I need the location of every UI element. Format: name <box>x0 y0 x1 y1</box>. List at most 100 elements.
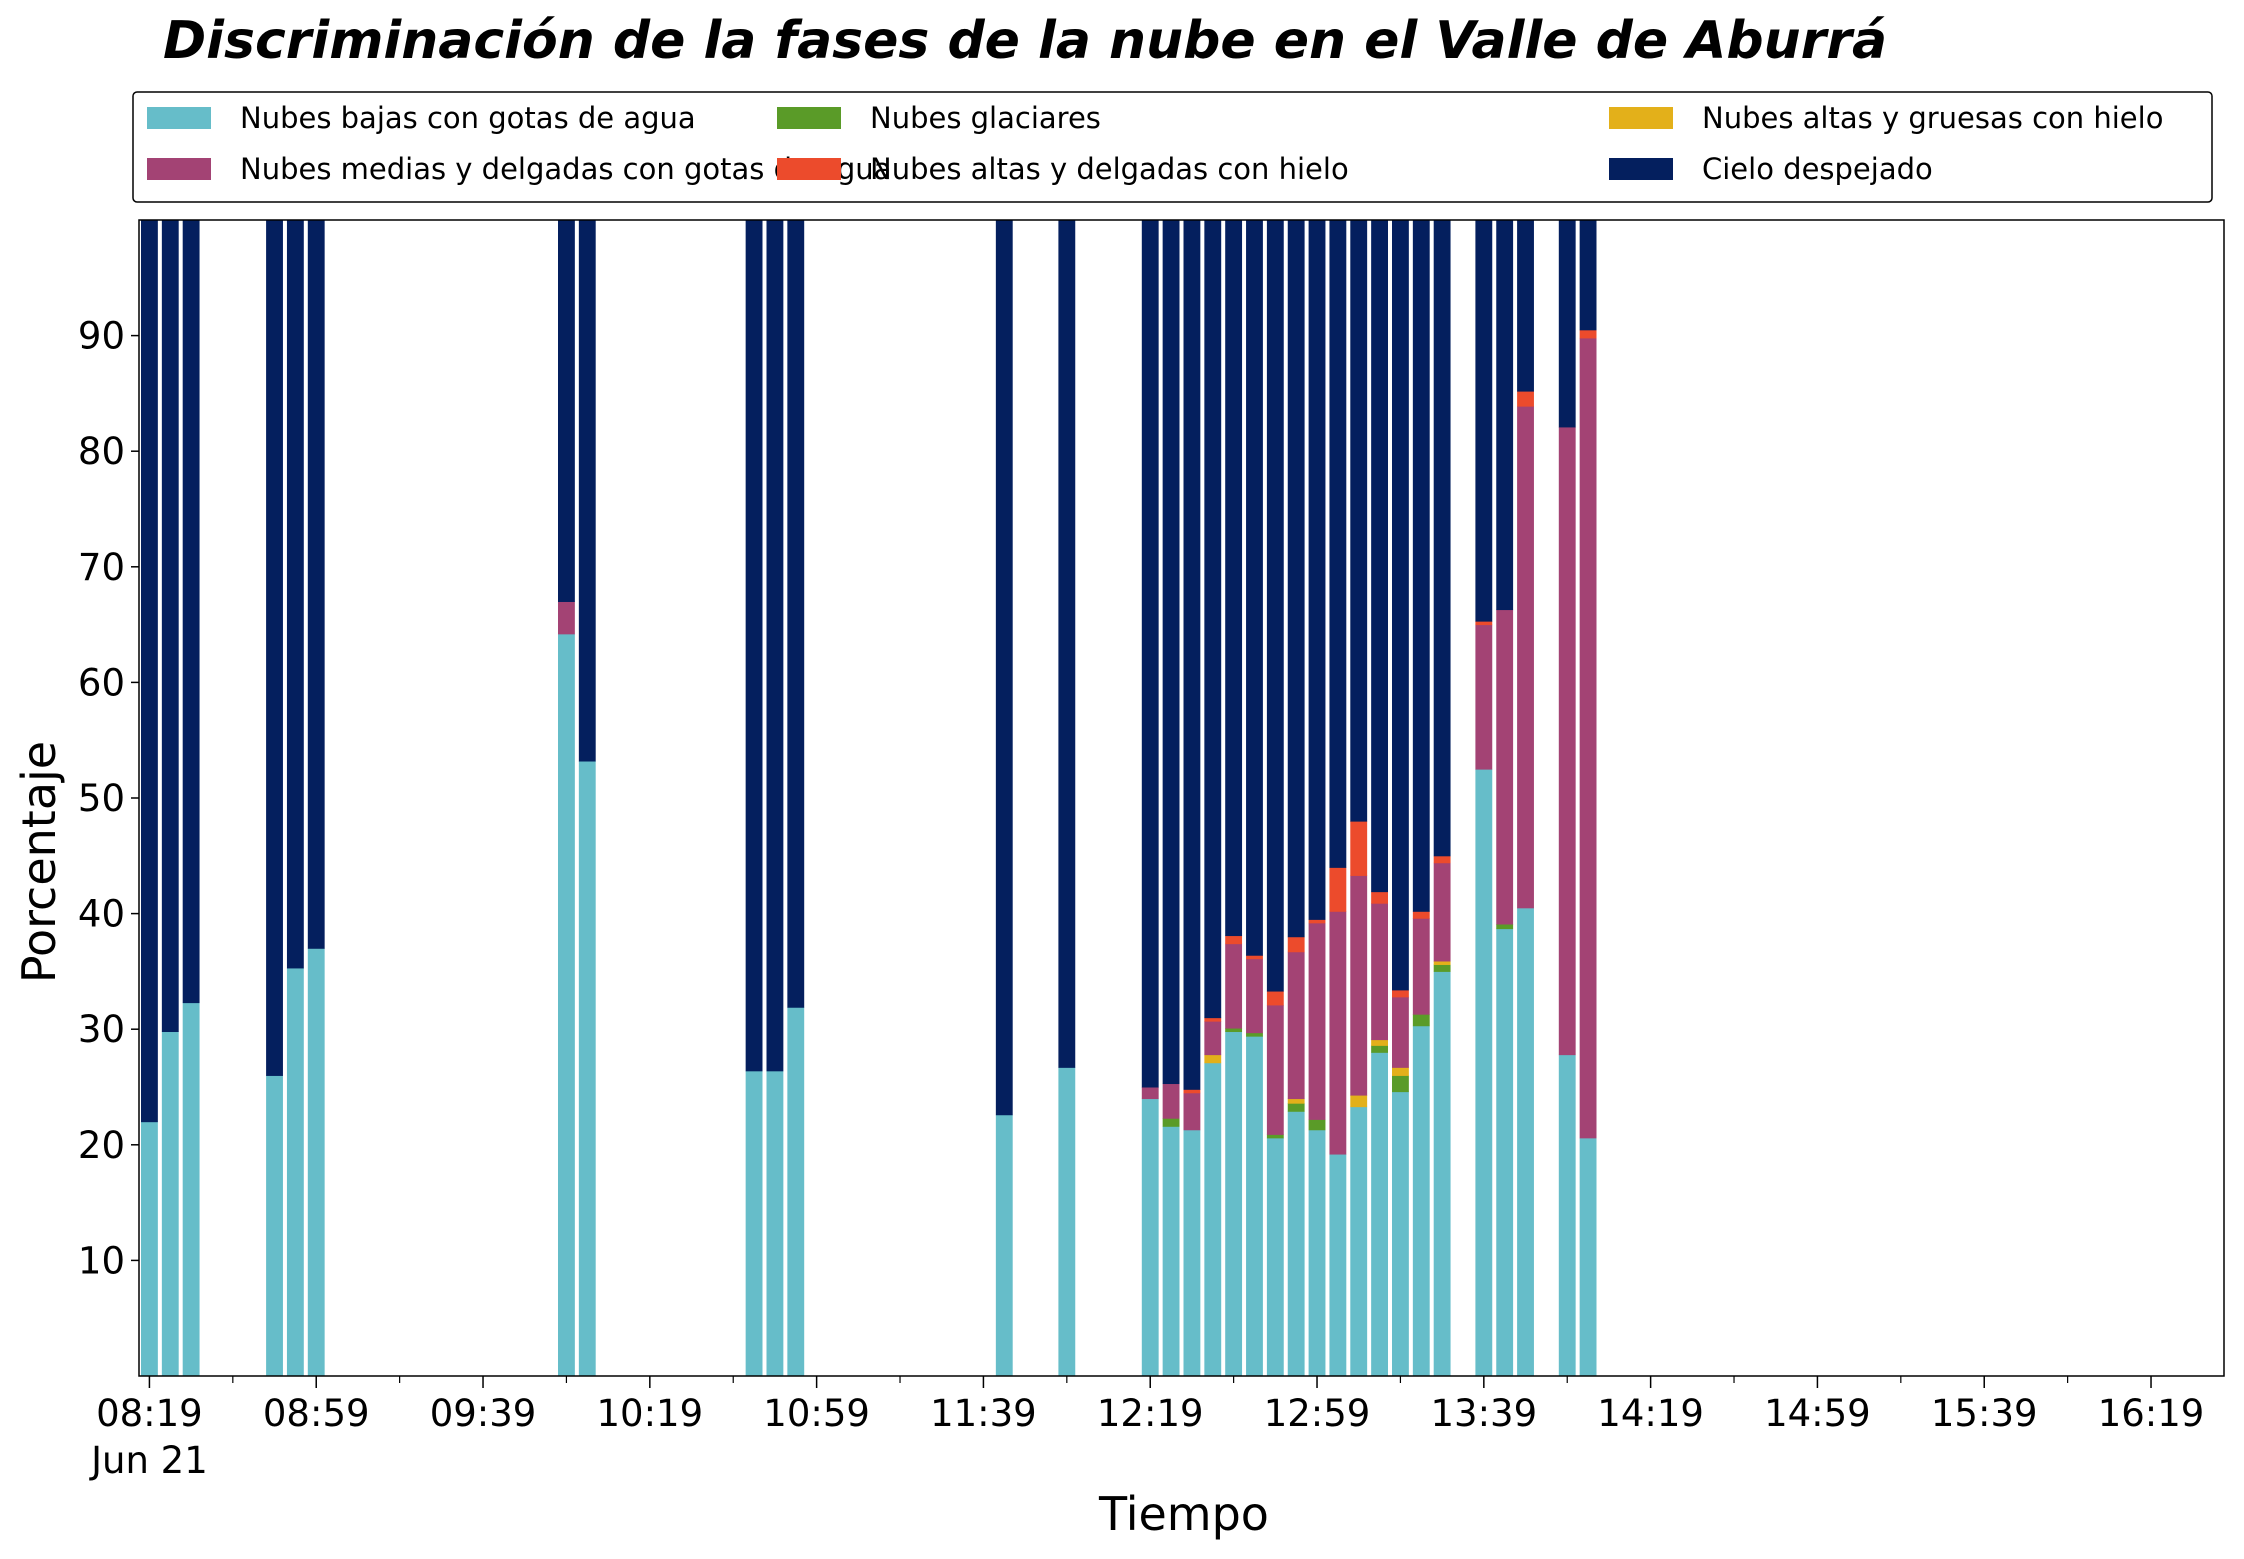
bar-segment <box>1517 391 1534 407</box>
bar-segment <box>307 948 325 1377</box>
bar-segment <box>1266 220 1284 992</box>
y-tick-label: 50 <box>78 777 125 820</box>
legend-frame <box>132 91 2213 203</box>
bar-segment <box>1350 875 1368 1096</box>
bar-segment <box>1371 1039 1388 1046</box>
bar-segment <box>1496 928 1514 1377</box>
bar-segment <box>1225 943 1243 1029</box>
bar-segment <box>1433 964 1451 972</box>
bar-segment <box>1350 1106 1368 1377</box>
bar-segment <box>1558 220 1576 428</box>
bar-segment <box>558 601 575 635</box>
legend-label: Nubes glaciares <box>870 101 1101 135</box>
bar-segment <box>1412 911 1430 919</box>
bar-segment <box>1308 922 1326 1120</box>
bar-segment <box>1058 1067 1076 1377</box>
bar-segment <box>766 220 784 1072</box>
legend-label: Nubes altas y gruesas con hielo <box>1702 101 2163 135</box>
y-tick-label: 10 <box>78 1239 125 1282</box>
bar-segment <box>1517 907 1534 1377</box>
bar-segment <box>1392 1075 1409 1093</box>
bar-segment <box>1225 1031 1243 1377</box>
bar-segment <box>558 633 575 1377</box>
bar-segment <box>1246 1036 1263 1377</box>
bar-segment <box>578 220 596 762</box>
x-tick-label: 10:59 <box>763 1392 870 1435</box>
bar-segment <box>1475 220 1493 622</box>
bar-segment <box>141 1121 158 1377</box>
bar-segment <box>1392 996 1409 1068</box>
bar-segment <box>1496 609 1514 925</box>
x-tick-label: 13:39 <box>1431 1392 1538 1435</box>
bar-segment <box>161 220 179 1033</box>
x-tick-label: 14:59 <box>1764 1392 1871 1435</box>
x-tick-label: 15:39 <box>1931 1392 2038 1435</box>
bar-segment <box>1433 961 1451 965</box>
bar-segment <box>1371 220 1388 893</box>
bar-segment <box>995 220 1013 1116</box>
x-tick-label: 08:59 <box>263 1392 370 1435</box>
bar-segment <box>1329 867 1347 912</box>
bar-segment <box>307 220 325 949</box>
bar-segment <box>1266 1137 1284 1377</box>
bar-segment <box>1579 329 1597 339</box>
bar-segment <box>1371 1045 1388 1053</box>
x-tick-label: 12:59 <box>1264 1392 1371 1435</box>
bar-segment <box>182 1002 200 1377</box>
bar-layer <box>141 220 1597 1377</box>
bar-segment <box>286 220 304 969</box>
bar-segment <box>1246 958 1263 1034</box>
bar-segment <box>1433 855 1451 864</box>
bar-segment <box>1475 769 1493 1377</box>
bar-segment <box>995 1114 1013 1377</box>
bar-segment <box>1266 1134 1284 1139</box>
bar-segment <box>1475 624 1493 770</box>
bar-segment <box>1287 1098 1305 1104</box>
x-tick-label: 12:19 <box>1097 1392 1204 1435</box>
y-tick-label: 90 <box>78 315 125 358</box>
bar-segment <box>1329 220 1347 868</box>
bar-segment <box>1517 406 1534 909</box>
bar-segment <box>1162 220 1180 1085</box>
bar-segment <box>1350 220 1368 822</box>
bar-segment <box>266 1075 283 1377</box>
x-tick-label: 11:39 <box>930 1392 1037 1435</box>
bar-segment <box>1579 220 1597 331</box>
y-tick-label: 70 <box>78 546 125 589</box>
y-tick-label: 40 <box>78 893 125 936</box>
legend-swatch <box>1609 107 1673 129</box>
x-tick-label: 14:19 <box>1597 1392 1704 1435</box>
bar-segment <box>745 1070 763 1377</box>
bar-segment <box>1141 1087 1159 1100</box>
bar-segment <box>1204 1054 1222 1064</box>
bar-segment <box>1225 1028 1243 1033</box>
bar-segment <box>1183 220 1201 1090</box>
bar-segment <box>787 1007 805 1377</box>
bar-segment <box>1329 1154 1347 1377</box>
legend-swatch <box>147 158 211 180</box>
bar-segment <box>1141 220 1159 1088</box>
bar-segment <box>1183 1092 1201 1131</box>
bar-segment <box>1517 220 1534 392</box>
bar-segment <box>1308 1119 1326 1131</box>
bar-segment <box>1225 935 1243 945</box>
bar-segment <box>1183 1089 1201 1094</box>
bar-segment <box>1225 220 1243 937</box>
y-axis-label-text: Porcentaje <box>12 741 66 983</box>
bar-segment <box>1308 220 1326 920</box>
bar-segment <box>1392 1067 1409 1076</box>
legend-label: Nubes altas y delgadas con hielo <box>870 152 1349 186</box>
chart-title: Discriminación de la fases de la nube en… <box>163 11 1887 71</box>
bar-segment <box>1287 1103 1305 1112</box>
bar-segment <box>1162 1126 1180 1377</box>
x-tick-label: 09:39 <box>430 1392 537 1435</box>
bar-segment <box>1204 220 1222 1019</box>
bar-segment <box>1350 821 1368 876</box>
bar-segment <box>1266 991 1284 1006</box>
bar-segment <box>1412 1025 1430 1377</box>
bar-segment <box>1371 891 1388 904</box>
bar-segment <box>787 220 805 1008</box>
bar-segment <box>1266 1004 1284 1135</box>
legend-swatch <box>147 107 211 129</box>
plot-frame <box>138 219 2225 1377</box>
